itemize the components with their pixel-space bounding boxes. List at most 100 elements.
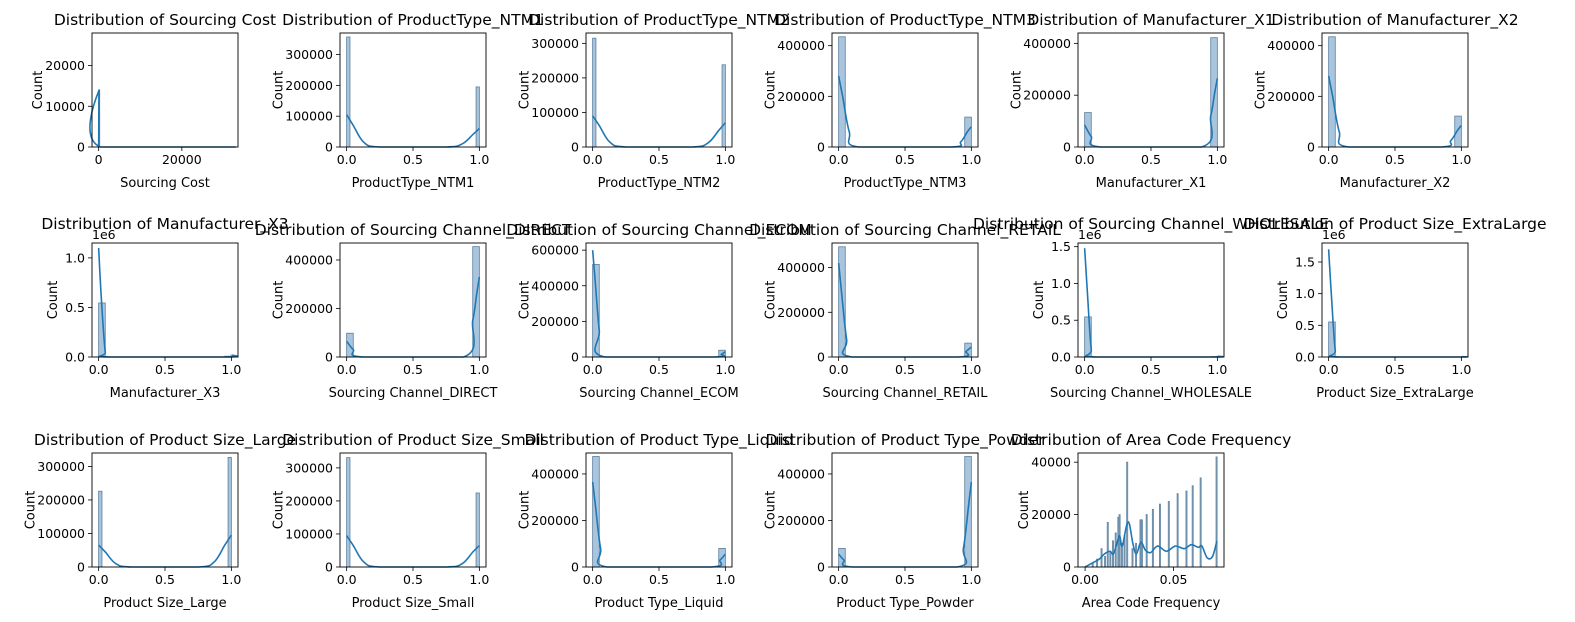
axes-frame <box>339 452 487 568</box>
x-axis-label: Product Size_ExtraLarge <box>1316 386 1474 401</box>
x-tick-label: 0.0 <box>829 152 849 167</box>
x-tick-label: 0.0 <box>829 362 849 377</box>
axes-frame <box>91 452 239 568</box>
x-tick-label: 0.05 <box>1160 572 1188 587</box>
histogram-bar <box>1135 543 1137 568</box>
subplot-title: Distribution of Product Size_Large <box>34 431 296 450</box>
y-axis-label: Count <box>271 71 286 110</box>
axes-frame <box>1321 242 1469 358</box>
x-tick-label: 0.5 <box>895 362 915 377</box>
x-tick-label: 1.0 <box>961 362 981 377</box>
y-exponent-label: 1e6 <box>1078 227 1102 242</box>
y-tick-label: 300000 <box>531 36 579 51</box>
subplot-title: Distribution of Sourcing Cost <box>54 11 276 29</box>
kde-line <box>837 263 972 358</box>
y-tick-label: 1.5 <box>1295 255 1315 270</box>
x-tick-label: 0.5 <box>403 152 423 167</box>
x-tick-label: 0.0 <box>1075 362 1095 377</box>
x-tick-label: 0.5 <box>649 152 669 167</box>
subplot-title: Distribution of Area Code Frequency <box>1011 431 1292 449</box>
x-tick-label: 0.0 <box>1319 152 1339 167</box>
y-tick-label: 20000 <box>1031 507 1071 522</box>
x-tick-label: 1.0 <box>469 572 489 587</box>
kde-line <box>1083 78 1219 148</box>
kde-line <box>345 114 480 148</box>
subplot-10: 0.0 0.5 1.0 0 200000 400000 Sourcing Channel_R… <box>749 221 1061 401</box>
x-tick-label: 0.5 <box>403 572 423 587</box>
kde-line <box>591 481 726 568</box>
y-tick-label: 600000 <box>531 243 579 258</box>
y-axis-label: Count <box>23 491 38 530</box>
y-tick-label: 0.0 <box>65 350 85 365</box>
y-axis-label: Count <box>763 281 778 320</box>
x-tick-label: 1.0 <box>469 362 489 377</box>
y-tick-label: 0 <box>1307 140 1315 155</box>
y-exponent-label: 1e6 <box>1322 227 1346 242</box>
histogram-bar <box>1167 501 1170 568</box>
histogram-bar <box>227 456 232 568</box>
y-axis-label: Count <box>1253 71 1268 110</box>
y-tick-label: 200000 <box>531 70 579 85</box>
y-tick-label: 1.0 <box>1295 286 1315 301</box>
axes-frame <box>831 32 979 148</box>
y-axis-label: Count <box>1276 281 1291 320</box>
histogram-bar <box>1454 115 1462 148</box>
subplot-4: 0.0 0.5 1.0 0 200000 400000 ProductType_NTM3 Co… <box>763 11 1035 191</box>
histogram-bar <box>721 64 726 148</box>
axes-frame <box>91 242 239 358</box>
histogram-bar <box>1185 490 1188 568</box>
y-tick-label: 400000 <box>1023 36 1071 51</box>
y-axis-label: Count <box>1017 491 1032 530</box>
subplot-5: 0.0 0.5 1.0 0 200000 400000 Manufacturer_X1 Cou… <box>1009 11 1274 191</box>
y-tick-label: 40000 <box>1031 455 1071 470</box>
y-tick-label: 0.0 <box>1051 350 1071 365</box>
subplot-3: 0.0 0.5 1.0 0 100000 200000 300000 ProductType_… <box>517 11 789 191</box>
axes-frame <box>1321 32 1469 148</box>
y-tick-label: 200000 <box>777 89 825 104</box>
subplot-title: Distribution of Sourcing Channel_WHOLESA… <box>973 215 1329 234</box>
y-tick-label: 300000 <box>285 47 333 62</box>
subplot-title: Distribution of ProductType_NTM2 <box>528 11 790 30</box>
x-tick-label: 1.0 <box>469 152 489 167</box>
kde-line <box>98 534 233 568</box>
y-tick-label: 0 <box>817 350 825 365</box>
histogram-bar <box>98 490 103 568</box>
y-axis-label: Count <box>517 491 532 530</box>
y-axis-label: Count <box>1009 71 1024 110</box>
histogram-bar <box>346 457 351 568</box>
x-tick-label: 1.0 <box>221 572 241 587</box>
subplot-title: Distribution of ProductType_NTM3 <box>774 11 1036 30</box>
x-tick-label: 0.5 <box>895 572 915 587</box>
y-tick-label: 400000 <box>285 252 333 267</box>
y-tick-label: 0 <box>77 140 85 155</box>
y-exponent-label: 1e6 <box>92 227 116 242</box>
subplot-1: 0 20000 0 10000 20000 Sourcing Cost Count Distr… <box>31 11 276 191</box>
y-tick-label: 200000 <box>1267 89 1315 104</box>
subplot-11: 0.0 0.5 1.0 0.0 0.5 1.0 1.5 1e6 Sourcing Channel… <box>973 215 1329 401</box>
histogram-bar <box>1104 556 1107 568</box>
subplot-17: 0.00 0.05 0 20000 40000 Area Code Frequency Co… <box>1011 431 1292 611</box>
y-tick-label: 20000 <box>45 58 85 73</box>
kde-line <box>1083 248 1225 358</box>
axes-frame <box>339 242 487 358</box>
x-tick-label: 0.0 <box>583 362 603 377</box>
x-axis-label: ProductType_NTM2 <box>598 176 721 191</box>
axes-frame <box>91 32 239 148</box>
y-tick-label: 0 <box>571 140 579 155</box>
histogram-bar <box>1176 493 1179 568</box>
y-tick-label: 400000 <box>531 278 579 293</box>
kde-line <box>837 75 972 148</box>
x-tick-label: 1.0 <box>961 152 981 167</box>
y-tick-label: 1.5 <box>1051 239 1071 254</box>
x-axis-label: Sourcing Channel_ECOM <box>579 386 739 401</box>
histogram-bar <box>1131 548 1134 568</box>
histogram-bar <box>475 492 480 568</box>
x-tick-label: 0.5 <box>649 362 669 377</box>
x-axis-label: Manufacturer_X3 <box>110 386 221 401</box>
x-tick-label: 0.0 <box>1319 362 1339 377</box>
x-tick-label: 1.0 <box>1451 362 1471 377</box>
y-tick-label: 100000 <box>531 105 579 120</box>
x-tick-label: 1.0 <box>1207 362 1227 377</box>
axes-frame <box>1077 32 1225 148</box>
